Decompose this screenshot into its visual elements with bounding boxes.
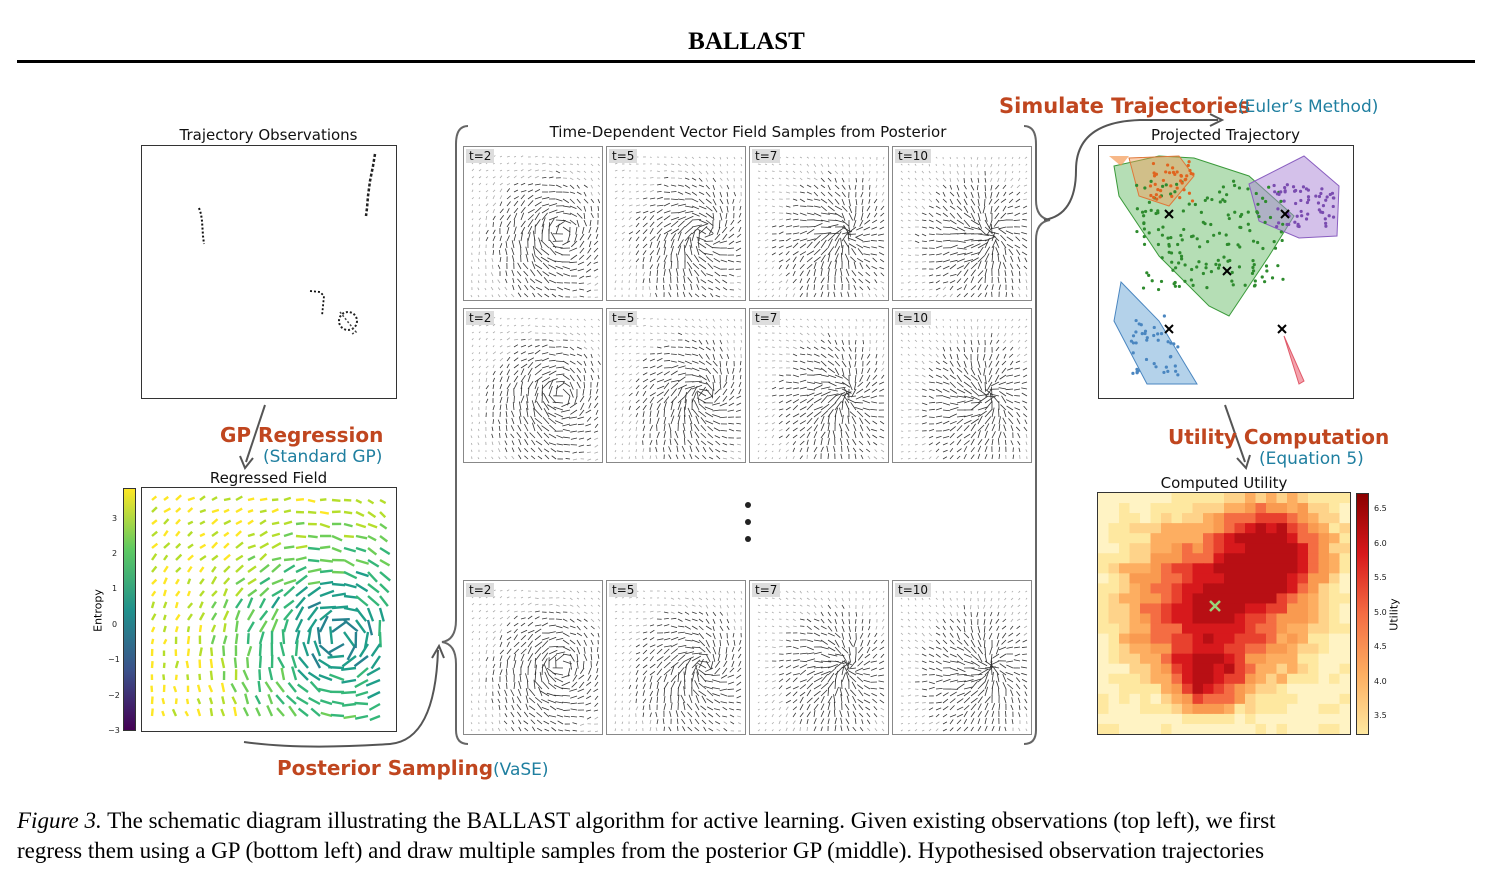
gp-regression-label: GP Regression [220, 423, 384, 447]
field-sample-plot [614, 590, 743, 732]
entropy-tick: 3 [112, 514, 118, 523]
time-label: t=5 [609, 149, 638, 163]
time-label: t=7 [752, 149, 781, 163]
ellipsis-dot [745, 519, 751, 525]
caption-text-1: The schematic diagram illustrating the B… [107, 808, 1276, 833]
simulate-arrow [1043, 113, 1225, 221]
field-sample-cell: t=10 [892, 580, 1032, 735]
simulate-sub: (Euler’s Method) [1238, 97, 1379, 117]
field-sample-cell: t=2 [463, 580, 603, 735]
entropy-tick: −1 [108, 655, 120, 664]
field-sample-plot [470, 155, 601, 298]
field-sample-plot [757, 156, 885, 298]
time-label: t=5 [609, 583, 638, 597]
field-sample-cell: t=10 [892, 308, 1032, 463]
utility-colorbar [1356, 493, 1369, 735]
field-sample-plot [757, 318, 885, 460]
utility-colorbar-label: Utility [1387, 598, 1401, 631]
projected-panel [1098, 145, 1354, 399]
simulate-label: Simulate Trajectories [999, 94, 1251, 118]
utility-tick: 6.5 [1374, 504, 1387, 513]
utility-label: Utility Computation [1168, 425, 1390, 449]
time-label: t=2 [466, 149, 495, 163]
utility-sub: (Equation 5) [1259, 449, 1364, 469]
utility-panel [1097, 492, 1351, 735]
entropy-label: Entropy [91, 589, 105, 632]
caption-line-1: Figure 3. The schematic diagram illustra… [17, 806, 1477, 836]
regressed-panel [141, 487, 397, 732]
field-sample-cell: t=2 [463, 308, 603, 463]
field-sample-cell: t=2 [463, 146, 603, 301]
projected-plot [1109, 155, 1340, 385]
entropy-tick: 0 [112, 620, 118, 629]
field-sample-cell: t=5 [606, 580, 746, 735]
samples-title: Time-Dependent Vector Field Samples from… [549, 123, 947, 141]
observations-title: Trajectory Observations [179, 126, 358, 144]
field-sample-cell: t=5 [606, 146, 746, 301]
field-sample-plot [900, 156, 1028, 298]
field-sample-cell: t=5 [606, 308, 746, 463]
field-sample-plot [470, 589, 601, 733]
posterior-arrow [243, 643, 445, 748]
utility-title: Computed Utility [1160, 474, 1288, 492]
entropy-colorbar [123, 488, 136, 731]
observations-panel [141, 145, 397, 399]
samples-bracket [441, 125, 1051, 745]
utility-tick: 5.5 [1374, 573, 1387, 582]
field-sample-plot [614, 155, 743, 298]
gp-regression-sub: (Standard GP) [263, 447, 383, 467]
time-label: t=10 [895, 311, 932, 325]
observations-plot [198, 153, 377, 335]
entropy-tick: −3 [108, 726, 120, 735]
caption-label: Figure 3. [17, 808, 102, 833]
entropy-tick: 2 [112, 549, 118, 558]
entropy-tick: 1 [112, 584, 118, 593]
header-rule [17, 60, 1475, 63]
field-sample-plot [757, 590, 885, 732]
time-label: t=5 [609, 311, 638, 325]
field-sample-plot [900, 590, 1028, 732]
utility-arrow [1224, 404, 1251, 470]
utility-tick: 4.5 [1374, 642, 1387, 651]
entropy-tick: −2 [108, 691, 120, 700]
utility-heatmap [1098, 493, 1351, 735]
caption-line-2: regress them using a GP (bottom left) an… [17, 838, 1265, 863]
ellipsis-dot [745, 502, 751, 508]
field-sample-plot [900, 318, 1028, 460]
posterior-sampling-sub: (VaSE) [493, 760, 549, 780]
posterior-sampling-label: Posterior Sampling [277, 756, 494, 780]
utility-tick: 3.5 [1374, 711, 1387, 720]
figure-caption: Figure 3. The schematic diagram illustra… [17, 806, 1477, 866]
field-sample-plot [614, 318, 743, 460]
regressed-field-plot [150, 494, 391, 722]
regressed-title: Regressed Field [209, 469, 328, 487]
utility-tick: 6.0 [1374, 539, 1387, 548]
time-label: t=7 [752, 583, 781, 597]
field-sample-cell: t=7 [749, 146, 889, 301]
best-location-marker [1209, 600, 1221, 612]
field-sample-cell: t=10 [892, 146, 1032, 301]
gp-arrow [239, 404, 266, 470]
field-sample-cell: t=7 [749, 308, 889, 463]
ellipsis-dot [745, 536, 751, 542]
time-label: t=2 [466, 311, 495, 325]
time-label: t=10 [895, 149, 932, 163]
utility-tick: 5.0 [1374, 608, 1387, 617]
page-header: BALLAST [688, 28, 805, 55]
time-label: t=2 [466, 583, 495, 597]
time-label: t=10 [895, 583, 932, 597]
time-label: t=7 [752, 311, 781, 325]
utility-tick: 4.0 [1374, 677, 1387, 686]
field-sample-cell: t=7 [749, 580, 889, 735]
field-sample-plot [470, 316, 601, 461]
projected-title: Projected Trajectory [1151, 126, 1300, 144]
candidate-markers [1164, 209, 1290, 334]
